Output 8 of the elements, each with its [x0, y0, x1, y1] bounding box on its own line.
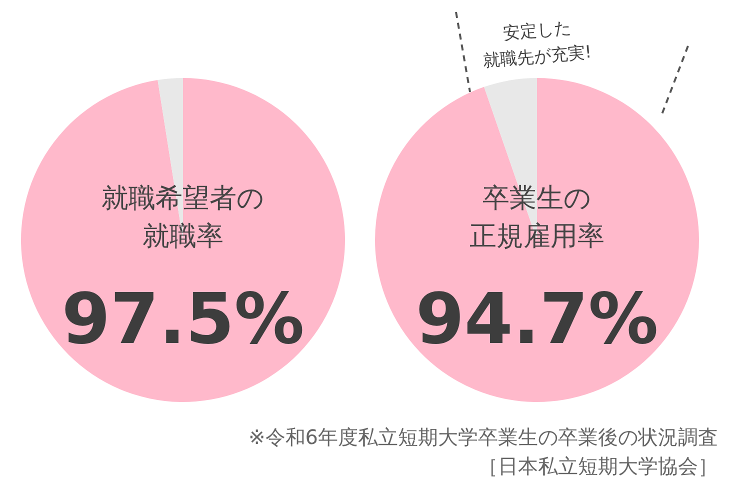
text: ［日本私立短期大学協会］	[478, 453, 718, 480]
text: 就職率	[142, 220, 224, 254]
text: 正規雇用率	[468, 220, 606, 254]
data-label: 94.7%	[416, 278, 658, 360]
text: ※令和6年度私立短期大学卒業生の卒業後の状況調査	[248, 424, 718, 451]
text: 卒業生の	[482, 182, 592, 216]
text: 就職希望者の	[100, 182, 266, 216]
data-label: 97.5%	[62, 278, 304, 360]
